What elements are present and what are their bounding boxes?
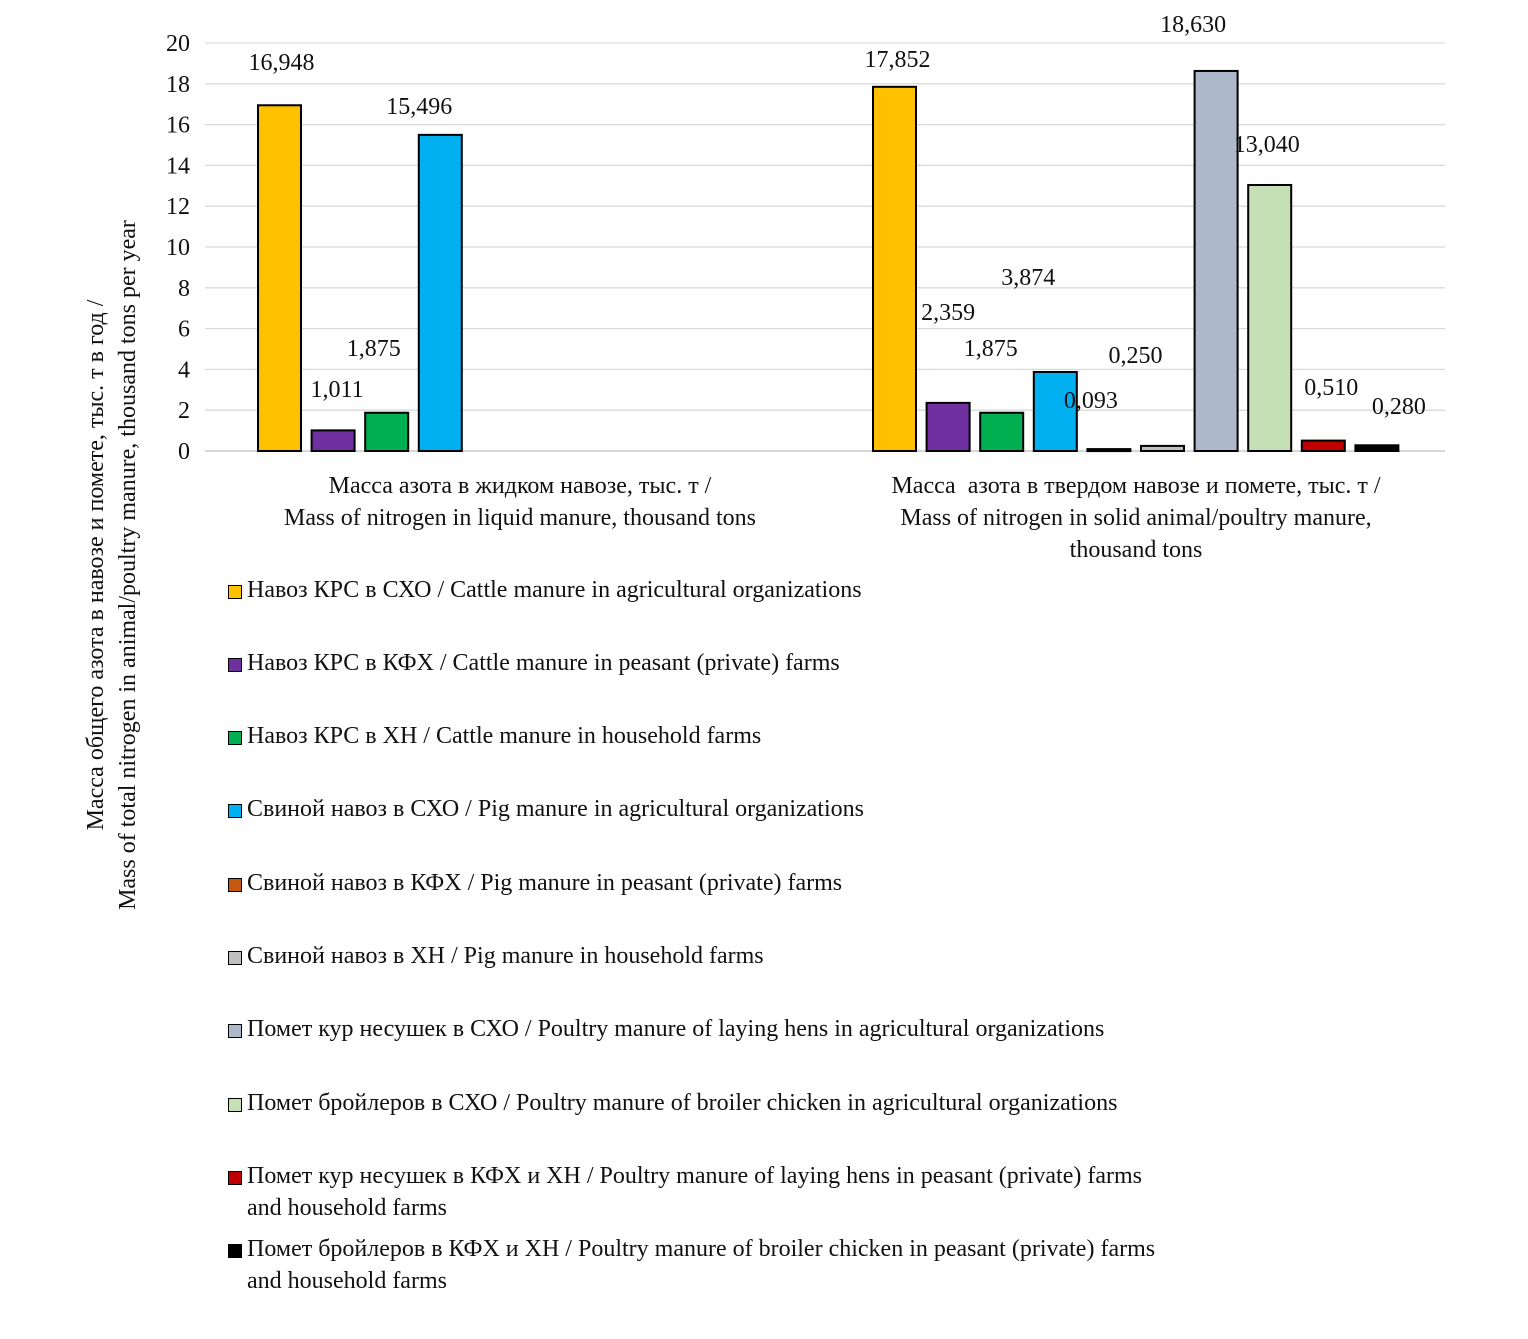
legend-label: Навоз КРС в СХО / Cattle manure in agric… (247, 577, 862, 603)
bar (1032, 370, 1078, 452)
legend-swatch (228, 804, 242, 818)
category-label-liquid: Масса азота в жидком навозе, тыс. т / Ma… (284, 473, 756, 531)
legend-label: Навоз КРС в КФХ / Cattle manure in peasa… (247, 650, 840, 676)
bar (925, 401, 971, 453)
bar (1300, 439, 1346, 453)
legend-label: Навоз КРС в ХН / Cattle manure in househ… (247, 723, 762, 749)
legend-swatch (228, 951, 242, 965)
legend-label: Помет бройлеров в СХО / Poultry manure o… (247, 1090, 1118, 1116)
y-tick-label: 0 (178, 439, 190, 465)
bar (417, 133, 463, 453)
data-label: 0,093 (1064, 388, 1118, 414)
y-tick-label: 16 (166, 113, 190, 139)
data-label: 16,948 (249, 50, 315, 76)
legend-swatch (228, 585, 242, 599)
legend-swatch (228, 1098, 242, 1112)
data-label: 0,510 (1304, 375, 1358, 401)
bar (1247, 183, 1293, 452)
y-tick-label: 8 (178, 276, 190, 302)
y-tick-label: 4 (178, 357, 190, 383)
category-label-solid: Масса азота в твердом навозе и помете, т… (891, 473, 1381, 563)
bar-chart: 0 2 4 6 8 10 12 14 16 18 20 16,948 17,852 1,011 2,359 1… (166, 12, 1445, 465)
bar (310, 429, 356, 453)
bar (979, 411, 1025, 452)
data-label: 13,040 (1234, 132, 1300, 158)
y-tick-label: 2 (178, 398, 190, 424)
y-tick-label: 12 (166, 194, 190, 220)
data-label: 3,874 (1001, 265, 1055, 291)
data-label: 2,359 (921, 300, 975, 326)
bar (872, 85, 917, 452)
y-tick-label: 6 (178, 317, 190, 343)
legend-swatch (228, 1024, 242, 1038)
bar (364, 411, 410, 452)
data-label: 0,280 (1372, 394, 1426, 420)
bar (257, 104, 302, 452)
data-label: 0,250 (1109, 343, 1163, 369)
y-axis-title: Масса общего азота в навозе и помете, ты… (83, 220, 141, 910)
legend-label: Помет бройлеров в КФХ и ХН / Poultry man… (247, 1236, 1156, 1294)
legend-swatch (228, 658, 242, 672)
legend-swatch (228, 878, 242, 892)
y-tick-label: 20 (166, 31, 190, 57)
legend-label: Свиной навоз в КФХ / Pig manure in peasa… (247, 870, 843, 896)
legend-swatch (228, 1171, 242, 1185)
bar (1086, 448, 1132, 453)
bar (1193, 69, 1239, 452)
bar (1140, 444, 1185, 452)
data-label: 15,496 (386, 94, 452, 120)
data-label: 18,630 (1160, 12, 1226, 38)
data-label: 1,875 (347, 336, 401, 362)
data-label: 1,875 (964, 336, 1018, 362)
legend-label: Помет кур несушек в СХО / Poultry manure… (247, 1016, 1105, 1042)
legend-label: Помет кур несушек в КФХ и ХН / Poultry m… (247, 1163, 1143, 1221)
y-tick-label: 14 (166, 153, 190, 179)
legend-swatch (228, 731, 242, 745)
data-label: 17,852 (865, 47, 931, 73)
legend-label: Свиной навоз в СХО / Pig manure in agric… (247, 796, 864, 822)
bar (1354, 444, 1400, 452)
y-tick-label: 18 (166, 72, 190, 98)
legend-swatch (228, 1244, 242, 1258)
legend-label: Свиной навоз в ХН / Pig manure in househ… (247, 943, 764, 969)
data-label: 1,011 (311, 377, 364, 403)
y-tick-label: 10 (166, 235, 190, 261)
